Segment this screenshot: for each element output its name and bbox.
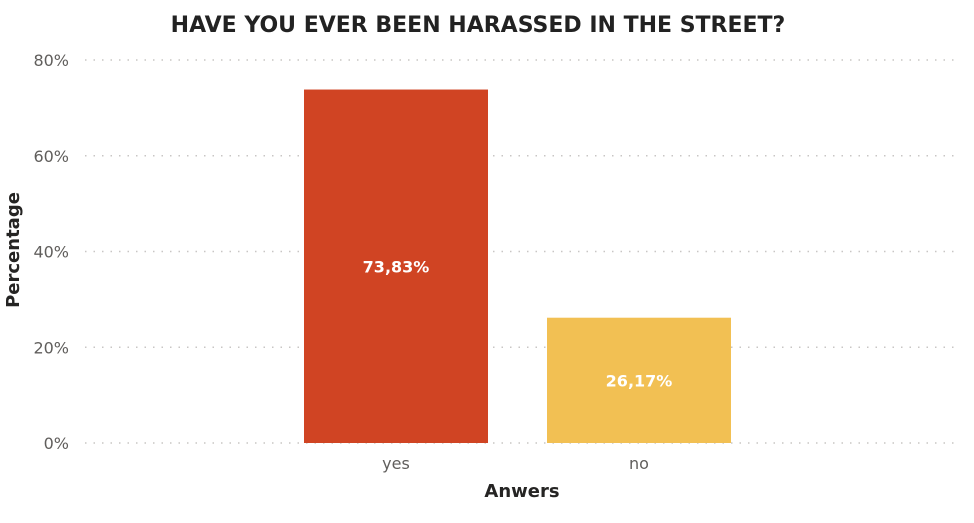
y-tick-label: 40% [33,243,69,262]
bar-no [547,317,731,443]
x-tick-label-yes: yes [382,454,410,473]
chart-title: HAVE YOU EVER BEEN HARASSED IN THE STREE… [171,13,786,38]
x-tick-label-no: no [629,454,649,473]
y-tick-label: 0% [44,434,69,453]
bars [304,89,731,443]
y-tick-label: 80% [33,51,69,70]
x-axis-title: Anwers [484,481,559,502]
y-tick-label: 60% [33,147,69,166]
gridlines [85,59,960,444]
data-label-no: 26,17% [606,371,673,390]
y-tick-label: 20% [33,338,69,357]
data-labels: 73,83% 26,17% [363,257,673,390]
bar-yes [304,89,488,443]
y-axis-title: Percentage [3,192,24,308]
y-axis-ticks: 0% 20% 40% 60% 80% [33,51,69,453]
x-axis-ticks: yes no [382,454,649,473]
data-label-yes: 73,83% [363,257,430,276]
